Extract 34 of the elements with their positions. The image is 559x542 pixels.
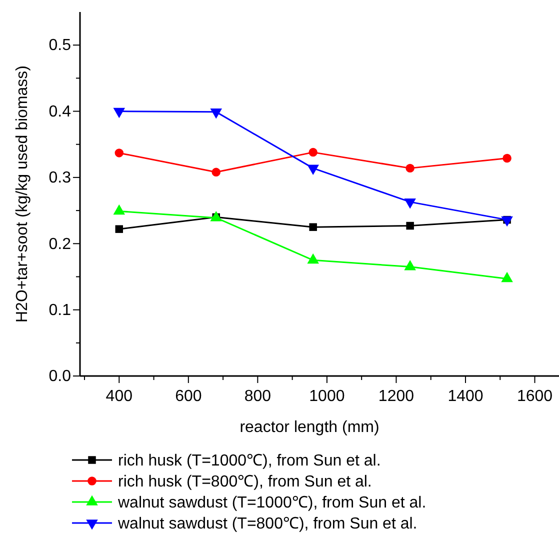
x-tick-label: 1000 <box>309 388 345 405</box>
y-tick-label: 0.5 <box>48 37 72 54</box>
point <box>308 148 318 157</box>
x-tick-label: 800 <box>244 388 272 405</box>
x-tick-label: 600 <box>175 388 202 405</box>
point <box>406 222 414 230</box>
x-tick-label: 1400 <box>448 388 484 405</box>
point <box>307 253 319 264</box>
y-tick-label: 0.1 <box>48 302 72 319</box>
point <box>115 225 124 233</box>
point <box>113 108 126 118</box>
point <box>307 164 319 175</box>
point <box>212 168 220 177</box>
x-tick-label: 400 <box>106 388 133 405</box>
legend-label: rich husk (T=800℃), from Sun et al. <box>118 474 372 491</box>
legend-label: walnut sawdust (T=1000℃), from Sun et al. <box>117 494 426 512</box>
legend-label: walnut sawdust (T=800℃), from Sun et al. <box>117 516 418 533</box>
legend-label: rich husk (T=1000℃), from Sun et al. <box>118 452 381 470</box>
y-tick-label: 0.3 <box>48 170 72 187</box>
point <box>501 272 513 282</box>
x-tick-label: 1600 <box>516 388 553 405</box>
y-axis-title: H2O+tar+soot (kg/kg used biomass) <box>14 65 31 323</box>
y-tick-label: 0.0 <box>48 368 72 386</box>
y-tick-label: 0.4 <box>48 103 72 120</box>
y-tick-label: 0.2 <box>48 236 72 253</box>
point <box>309 223 317 231</box>
point <box>113 204 126 215</box>
point <box>502 154 512 163</box>
point <box>114 148 124 158</box>
point <box>404 260 416 270</box>
x-axis-title: reactor length (mm) <box>240 419 380 436</box>
point <box>406 164 414 173</box>
x-tick-label: 1200 <box>378 388 414 405</box>
point <box>210 108 222 119</box>
